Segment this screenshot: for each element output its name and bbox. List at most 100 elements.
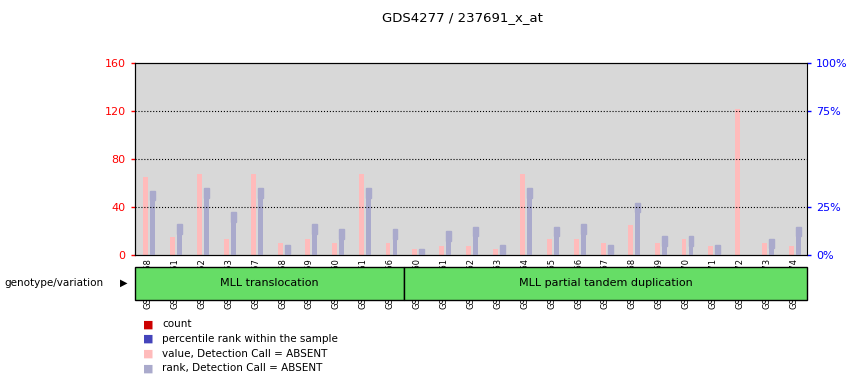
Bar: [312, 229, 317, 255]
Bar: [715, 249, 720, 255]
Bar: [769, 243, 774, 255]
Bar: [251, 174, 256, 255]
Bar: [392, 234, 398, 255]
Bar: [473, 231, 478, 255]
Bar: [204, 193, 209, 255]
Bar: [780, 63, 807, 255]
Bar: [796, 231, 801, 255]
Bar: [392, 229, 398, 238]
Bar: [661, 236, 667, 246]
Bar: [170, 237, 175, 255]
Bar: [484, 63, 511, 255]
Bar: [762, 243, 767, 255]
Bar: [358, 174, 364, 255]
Bar: [135, 63, 161, 255]
Bar: [135, 267, 404, 300]
Bar: [404, 267, 807, 300]
Bar: [789, 246, 794, 255]
Bar: [197, 174, 202, 255]
Bar: [285, 245, 290, 254]
Bar: [688, 236, 694, 246]
Bar: [753, 63, 780, 255]
Bar: [673, 63, 700, 255]
Bar: [661, 241, 667, 255]
Bar: [177, 229, 182, 255]
Bar: [493, 249, 498, 255]
Bar: [574, 238, 579, 255]
Bar: [735, 109, 740, 255]
Bar: [431, 63, 457, 255]
Bar: [681, 238, 687, 255]
Bar: [619, 63, 646, 255]
Bar: [601, 243, 606, 255]
Bar: [457, 63, 484, 255]
Bar: [581, 229, 586, 255]
Text: ■: ■: [143, 349, 154, 359]
Bar: [231, 217, 236, 255]
Text: ▶: ▶: [120, 278, 128, 288]
Bar: [715, 245, 720, 254]
Bar: [538, 63, 565, 255]
Bar: [323, 63, 350, 255]
Bar: [727, 63, 753, 255]
Bar: [412, 249, 418, 255]
Bar: [688, 241, 694, 255]
Bar: [285, 249, 290, 255]
Bar: [215, 63, 242, 255]
Bar: [332, 243, 337, 255]
Bar: [269, 63, 296, 255]
Bar: [446, 231, 451, 241]
Text: GDS4277 / 237691_x_at: GDS4277 / 237691_x_at: [382, 12, 542, 25]
Bar: [204, 188, 209, 198]
Bar: [511, 63, 538, 255]
Text: rank, Detection Call = ABSENT: rank, Detection Call = ABSENT: [162, 363, 323, 373]
Bar: [365, 188, 371, 198]
Bar: [231, 212, 236, 222]
Bar: [439, 246, 444, 255]
Bar: [635, 207, 640, 255]
Bar: [296, 63, 323, 255]
Bar: [565, 63, 592, 255]
Bar: [150, 190, 155, 200]
Bar: [527, 193, 532, 255]
Text: percentile rank within the sample: percentile rank within the sample: [162, 334, 339, 344]
Text: ■: ■: [143, 319, 154, 329]
Bar: [500, 249, 505, 255]
Bar: [188, 63, 215, 255]
Bar: [278, 243, 283, 255]
Bar: [143, 177, 148, 255]
Bar: [654, 243, 660, 255]
Text: genotype/variation: genotype/variation: [4, 278, 103, 288]
Bar: [224, 238, 229, 255]
Bar: [592, 63, 619, 255]
Bar: [473, 227, 478, 236]
Text: count: count: [162, 319, 192, 329]
Bar: [700, 63, 727, 255]
Bar: [161, 63, 188, 255]
Bar: [547, 238, 552, 255]
Bar: [377, 63, 404, 255]
Bar: [608, 249, 613, 255]
Bar: [258, 193, 263, 255]
Bar: [242, 63, 269, 255]
Bar: [796, 227, 801, 236]
Bar: [150, 195, 155, 255]
Bar: [312, 224, 317, 234]
Text: MLL partial tandem duplication: MLL partial tandem duplication: [518, 278, 693, 288]
Bar: [628, 225, 633, 255]
Bar: [339, 229, 344, 238]
Bar: [554, 227, 559, 236]
Bar: [365, 193, 371, 255]
Bar: [500, 245, 505, 254]
Bar: [350, 63, 377, 255]
Text: value, Detection Call = ABSENT: value, Detection Call = ABSENT: [162, 349, 328, 359]
Bar: [466, 246, 471, 255]
Bar: [419, 249, 424, 259]
Bar: [258, 188, 263, 198]
Bar: [305, 238, 310, 255]
Bar: [708, 246, 713, 255]
Bar: [608, 245, 613, 254]
Bar: [527, 188, 532, 198]
Bar: [446, 236, 451, 255]
Text: ■: ■: [143, 334, 154, 344]
